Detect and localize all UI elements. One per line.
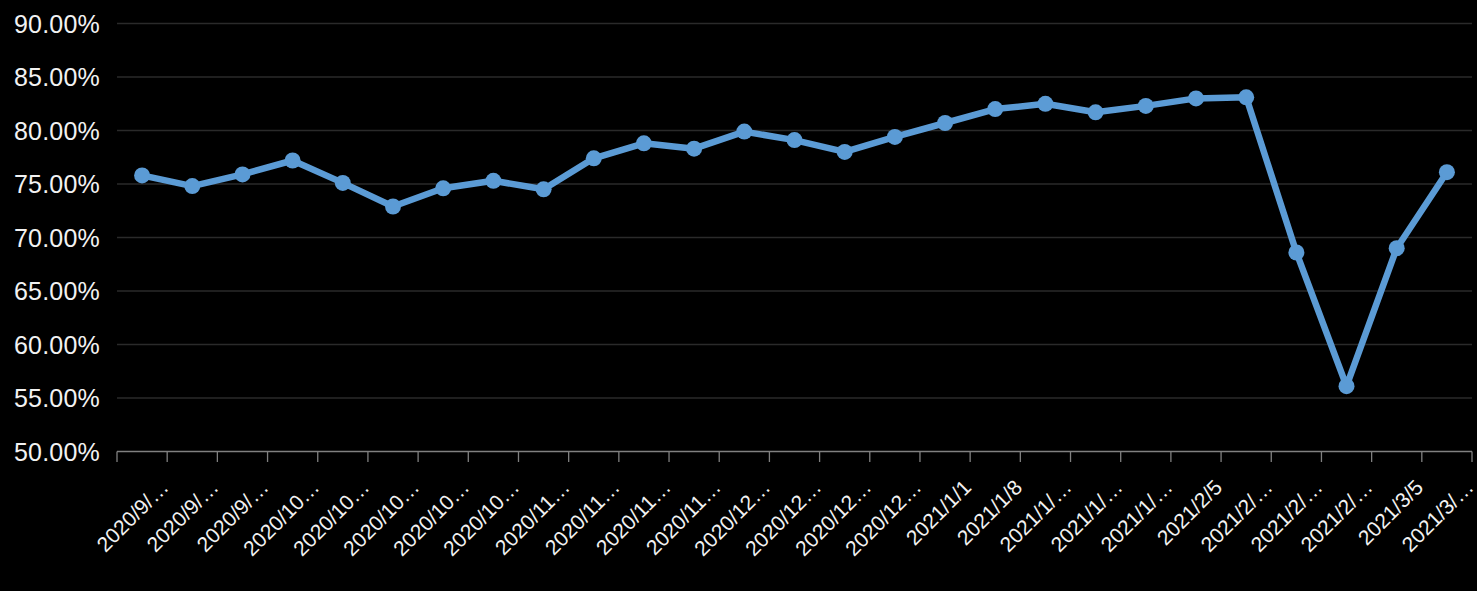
y-axis-tick-label: 75.00% <box>0 170 100 198</box>
data-point-marker <box>686 141 702 157</box>
data-point-marker <box>736 124 752 140</box>
data-point-marker <box>285 153 301 169</box>
data-point-marker <box>1439 164 1455 180</box>
data-point-marker <box>1339 378 1355 394</box>
data-point-marker <box>586 150 602 166</box>
data-point-marker <box>837 144 853 160</box>
data-point-marker <box>385 199 401 215</box>
y-axis-tick-label: 60.00% <box>0 331 100 359</box>
data-point-marker <box>184 178 200 194</box>
data-point-marker <box>1037 96 1053 112</box>
data-point-marker <box>987 101 1003 117</box>
data-point-marker <box>1188 90 1204 106</box>
y-axis-tick-label: 65.00% <box>0 277 100 305</box>
line-chart: 90.00% 85.00% 80.00% 75.00% 70.00% 65.00% 60.0… <box>0 0 1477 591</box>
data-point-marker <box>134 167 150 183</box>
y-axis-tick-label: 55.00% <box>0 384 100 412</box>
data-point-marker <box>1389 240 1405 256</box>
y-axis-tick-label: 90.00% <box>0 10 100 38</box>
y-axis-tick-label: 50.00% <box>0 438 100 466</box>
data-point-marker <box>937 115 953 131</box>
y-axis-tick-label: 85.00% <box>0 63 100 91</box>
data-point-marker <box>1088 104 1104 120</box>
data-point-marker <box>485 173 501 189</box>
data-point-marker <box>335 175 351 191</box>
data-point-marker <box>636 135 652 151</box>
data-point-marker <box>536 181 552 197</box>
data-point-marker <box>435 180 451 196</box>
data-point-marker <box>1138 98 1154 114</box>
y-axis-tick-label: 80.00% <box>0 117 100 145</box>
data-point-marker <box>787 132 803 148</box>
data-point-marker <box>887 129 903 145</box>
data-point-marker <box>1288 245 1304 261</box>
y-axis-tick-label: 70.00% <box>0 224 100 252</box>
data-point-marker <box>235 166 251 182</box>
data-point-marker <box>1238 89 1254 105</box>
